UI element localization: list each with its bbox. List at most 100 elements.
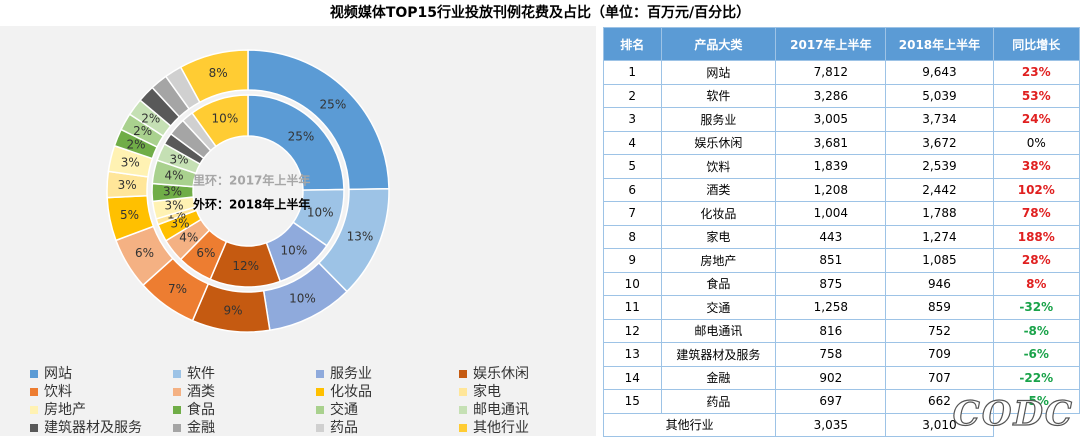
table-row: 8 家电 443 1,274 188% (603, 224, 1080, 249)
table-cell: 38% (992, 154, 1080, 179)
table-cell: 金融 (660, 365, 777, 390)
legend-swatch (30, 388, 38, 396)
table-cell: -8% (992, 318, 1080, 343)
table-cell: 8% (992, 271, 1080, 296)
legend-swatch (173, 388, 181, 396)
data-label: 3% (171, 216, 190, 230)
table-cell: 饮料 (660, 154, 777, 179)
table-cell: 758 (775, 342, 887, 367)
legend-swatch (173, 406, 181, 414)
data-label: 6% (135, 246, 154, 260)
chart: 25%10%10%12%6%4%3%1%3%3%4%3%10%25%13%10%… (0, 26, 596, 436)
legend-label: 房地产 (44, 402, 86, 418)
table-cell: 0% (992, 130, 1080, 155)
legend-label: 化妆品 (330, 384, 372, 400)
data-label: 25% (288, 130, 315, 144)
watermark: CODC (952, 393, 1074, 434)
table-row: 1 网站 7,812 9,643 23% (603, 60, 1080, 85)
data-label: 4% (165, 168, 184, 182)
legend-label: 邮电通讯 (473, 402, 529, 418)
data-label: 3% (121, 156, 140, 170)
legend-swatch (316, 424, 324, 432)
chart-title: 视频媒体TOP15行业投放刊例花费及占比（单位：百万元/百分比） (329, 5, 751, 21)
table-row: 4 娱乐休闲 3,681 3,672 0% (603, 130, 1080, 155)
data-label: 6% (196, 246, 215, 260)
table-cell: 697 (775, 389, 887, 414)
data-table: 排名 产品大类 2017年上半年 2018年上半年 同比增长 1 网站 7,812 9,643 2… (602, 27, 1080, 437)
table-cell: 443 (775, 224, 887, 249)
data-label: 10% (281, 243, 308, 257)
table-cell: 7,812 (775, 60, 887, 85)
center-label: 里环：2017年上半年 (193, 173, 310, 188)
table-cell: 家电 (660, 224, 777, 249)
table-cell: 软件 (660, 83, 777, 108)
table-cell: 3,672 (885, 130, 994, 155)
data-label: 10% (307, 205, 334, 219)
table-row: 3 服务业 3,005 3,734 24% (603, 107, 1080, 132)
table-cell: 7 (603, 201, 662, 226)
legend-swatch (173, 424, 181, 432)
legend-label: 服务业 (330, 366, 372, 382)
donut-segment (247, 94, 345, 191)
table-cell: 1,085 (885, 248, 994, 273)
table-cell: 邮电通讯 (660, 318, 777, 343)
table-cell: 816 (775, 318, 887, 343)
table-cell: 188% (992, 224, 1080, 249)
header-cell: 产品大类 (660, 27, 777, 61)
legend-label: 药品 (330, 420, 358, 436)
table-row: 5 饮料 1,839 2,539 38% (603, 154, 1080, 179)
data-label: 7% (168, 282, 187, 296)
table-cell: -22% (992, 365, 1080, 390)
data-label: 3% (163, 185, 182, 199)
table-cell: 3,005 (775, 107, 887, 132)
table-row: 13 建筑器材及服务 758 709 -6% (603, 342, 1080, 367)
table-cell: 3,286 (775, 83, 887, 108)
header-row: 排名 产品大类 2017年上半年 2018年上半年 同比增长 (603, 27, 1080, 61)
table-cell: 1 (603, 60, 662, 85)
data-label: 8% (209, 66, 228, 80)
data-label: 2% (141, 111, 160, 125)
table-cell: 2,442 (885, 177, 994, 202)
table-cell: 3,734 (885, 107, 994, 132)
data-label: 5% (120, 208, 139, 222)
table-cell: 酒类 (660, 177, 777, 202)
table-cell: 1,004 (775, 201, 887, 226)
table-cell: 8 (603, 224, 662, 249)
donut-segment (179, 49, 249, 104)
legend-swatch (316, 388, 324, 396)
data-label: 2% (127, 138, 146, 152)
table-row: 14 金融 902 707 -22% (603, 365, 1080, 390)
legend-swatch (459, 424, 467, 432)
table-cell: 6 (603, 177, 662, 202)
table-cell: 1,258 (775, 295, 887, 320)
data-label: 9% (223, 304, 242, 318)
table-cell: 1,839 (775, 154, 887, 179)
table-row: 2 软件 3,286 5,039 53% (603, 83, 1080, 108)
table-cell: 5,039 (885, 83, 994, 108)
table-row: 10 食品 875 946 8% (603, 271, 1080, 296)
table-cell: 3,035 (775, 412, 887, 437)
table-cell: 网站 (660, 60, 777, 85)
table-cell: 4 (603, 130, 662, 155)
table-cell: 875 (775, 271, 887, 296)
table-cell: 53% (992, 83, 1080, 108)
table-row: 12 邮电通讯 816 752 -8% (603, 318, 1080, 343)
legend-swatch (30, 424, 38, 432)
legend-label: 娱乐休闲 (473, 366, 529, 382)
table-cell: 3,010 (885, 412, 994, 437)
table-cell: 24% (992, 107, 1080, 132)
data-label: 2% (133, 124, 152, 138)
table-cell: 3 (603, 107, 662, 132)
header-cell: 同比增长 (992, 27, 1080, 61)
table-cell: 9 (603, 248, 662, 273)
table-cell: 13 (603, 342, 662, 367)
table-cell: 14 (603, 365, 662, 390)
legend-swatch (30, 406, 38, 414)
header-cell: 2017年上半年 (775, 27, 887, 61)
legend-swatch (316, 406, 324, 414)
header-cell: 2018年上半年 (885, 27, 994, 61)
table-cell: 房地产 (660, 248, 777, 273)
data-label: 3% (118, 178, 137, 192)
table-cell: 9,643 (885, 60, 994, 85)
